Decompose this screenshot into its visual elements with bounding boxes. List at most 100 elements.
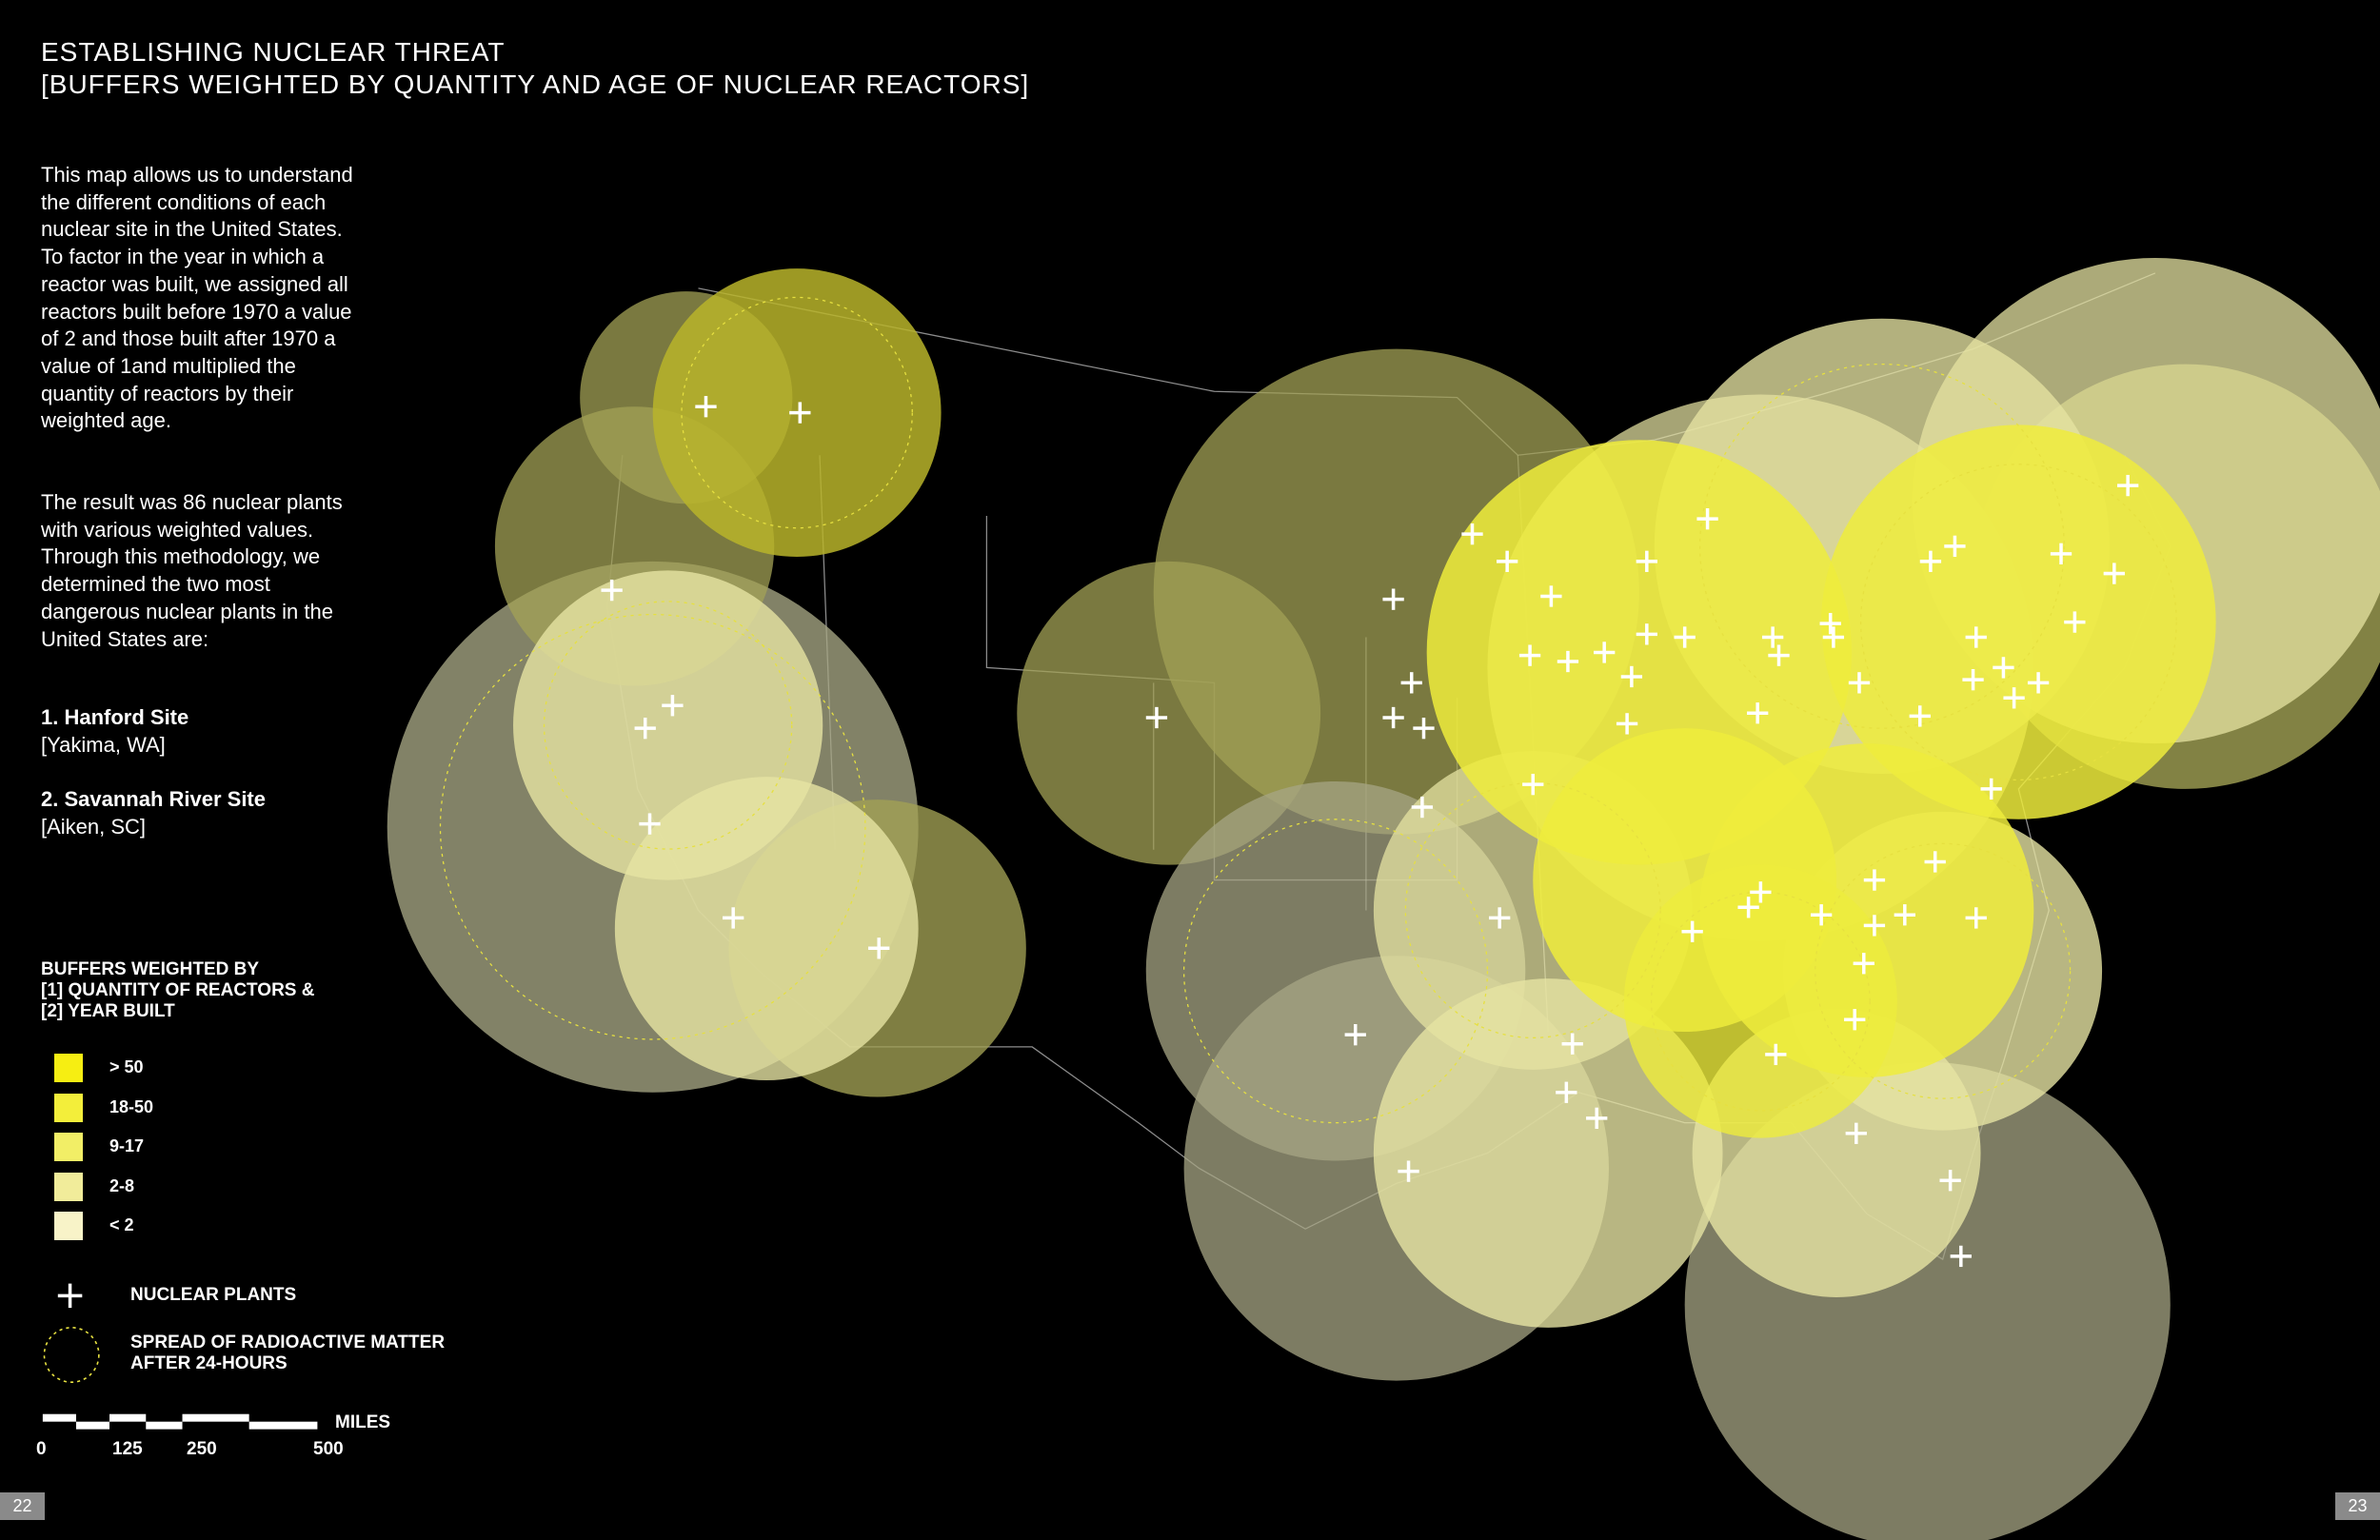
nuclear-plant [1616,713,1638,735]
nuclear-plant [1586,1107,1608,1130]
nuclear-plant [1765,1043,1787,1066]
nuclear-plant [1382,588,1404,610]
legend-spread-line: SPREAD OF RADIOACTIVE MATTER [130,1333,446,1352]
nuclear-plant [1696,508,1718,530]
nuclear-plant [1863,915,1886,937]
site: 1. Hanford Site [Yakima, WA] [41,704,188,759]
nuclear-plant [1993,657,2014,679]
scale-segment [42,1413,76,1422]
nuclear-plant [1561,1033,1583,1055]
legend-swatch [54,1172,83,1201]
buffer [614,777,919,1080]
legend-spread-symbol [43,1327,100,1384]
legend-title-line: BUFFERS WEIGHTED BY [41,959,260,979]
intro-text: The result was 86 nuclear plants with va… [41,490,343,651]
nuclear-plant [1810,904,1833,926]
nuclear-plant [1636,623,1657,645]
legend-label: > 50 [109,1057,144,1076]
nuclear-plant [1924,851,1946,873]
page-number: 23 [2335,1492,2380,1520]
page-number: 22 [0,1492,45,1520]
scale-segment [75,1421,110,1430]
nuclear-plant [789,402,811,424]
nuclear-plant [2003,687,2025,709]
nuclear-plant [1962,668,1984,691]
nuclear-plant [1636,550,1657,572]
spread-ring [543,601,793,850]
nuclear-plant [1747,702,1769,724]
nuclear-plant [2050,543,2073,565]
nuclear-plant [1497,550,1518,572]
nuclear-plant [1400,672,1422,694]
scale-label: 125 [112,1439,143,1459]
nuclear-plant [2103,563,2125,584]
nuclear-plant [2064,611,2086,633]
scale-unit: MILES [335,1412,391,1432]
spread-ring [439,613,866,1040]
nuclear-plant [1980,778,2002,800]
site: 2. Savannah River Site [Aiken, SC] [41,786,266,840]
nuclear-plant [1411,796,1434,819]
buffer [1623,864,1897,1138]
legend-title-line: [2] YEAR BUILT [41,1001,175,1021]
nuclear-plant [1894,904,1915,926]
site-location: [Aiken, SC] [41,814,147,839]
legend-label: 9-17 [109,1136,145,1156]
nuclear-plant [1919,550,1942,572]
legend-title-line: [1] QUANTITY OF REACTORS & [41,980,315,1000]
nuclear-plant [1950,1245,1972,1268]
nuclear-plant [1965,907,1987,929]
legend-label: 2-8 [109,1175,135,1195]
legend-label: < 2 [109,1215,134,1235]
nuclear-plant [1344,1024,1366,1046]
nuclear-plant [1819,613,1841,635]
nuclear-plant [1145,706,1168,729]
intro-text: This map allows us to understand the dif… [41,163,353,433]
legend-spread: SPREAD OF RADIOACTIVE MATTER AFTER 24-HO… [130,1333,445,1374]
spread-ring [1650,891,1871,1112]
nuclear-plant [1944,535,1966,558]
nuclear-plant [1518,644,1541,666]
nuclear-plant [1761,626,1784,648]
scale-segment [248,1421,318,1430]
nuclear-plant [1556,1081,1577,1103]
nuclear-plant [1863,869,1886,891]
spread-ring [1815,842,2072,1099]
legend-title: BUFFERS WEIGHTED BY [1] QUANTITY OF REAC… [41,959,314,1022]
nuclear-plant [1750,881,1772,903]
title: ESTABLISHING NUCLEAR THREAT [41,37,506,67]
nuclear-plant [1413,718,1435,740]
nuclear-plant [1681,920,1703,942]
legend-plants: NUCLEAR PLANTS [130,1285,297,1305]
nuclear-plant [1845,1122,1867,1144]
nuclear-plant [1461,523,1483,545]
nuclear-plant [2027,672,2050,694]
nuclear-plant [1522,773,1544,796]
site-location: [Yakima, WA] [41,732,166,757]
nuclear-plant [601,579,623,602]
spread-ring [1182,819,1489,1124]
site-name: 1. Hanford Site [41,705,189,729]
nuclear-plant [1382,706,1404,729]
nuclear-plant [1853,953,1874,975]
nuclear-plant [1768,644,1790,666]
legend-swatch [54,1133,83,1162]
scale-segment [182,1413,249,1422]
nuclear-plant [1965,626,1987,648]
scale-label: 250 [187,1439,217,1459]
nuclear-plant [1398,1160,1419,1182]
nuclear-plant [1557,650,1579,673]
buffer [1373,978,1723,1328]
legend-spread-line: AFTER 24-HOURS [130,1353,288,1373]
nuclear-plant [1822,626,1845,648]
subtitle: [BUFFERS WEIGHTED BY QUANTITY AND AGE OF… [41,69,1030,99]
nuclear-plant [1540,585,1562,607]
site-name: 2. Savannah River Site [41,787,266,811]
nuclear-plant [1594,642,1616,663]
nuclear-plant [634,718,656,740]
nuclear-plant [1844,1009,1866,1031]
nuclear-plant [1909,705,1931,727]
nuclear-plant [639,813,661,835]
